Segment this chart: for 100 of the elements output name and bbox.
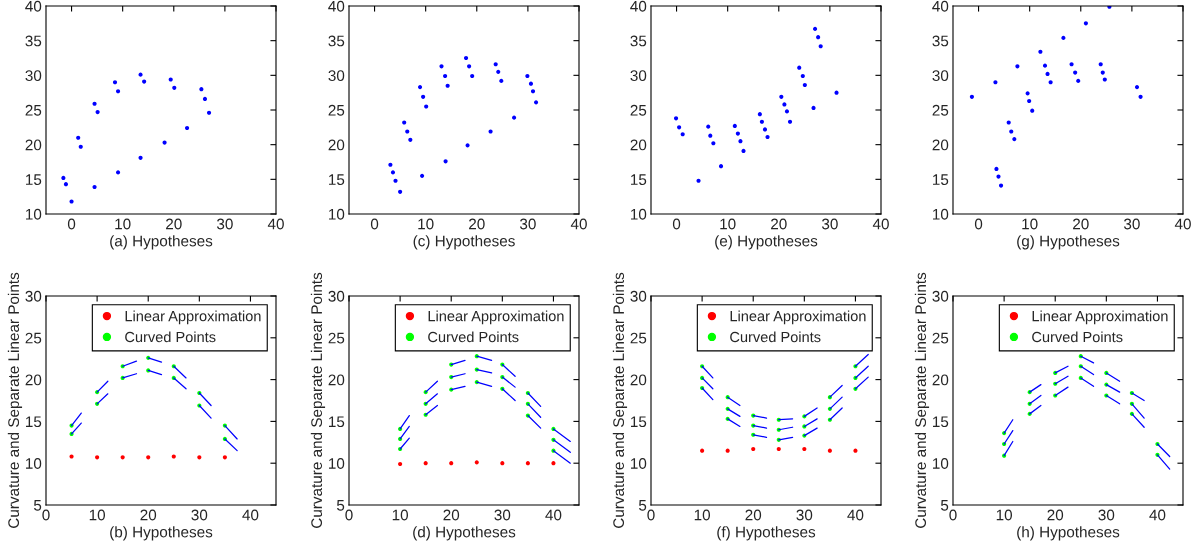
x-axis-title: (g) Hypotheses: [1017, 235, 1120, 250]
point: [92, 184, 97, 190]
x-tick-label: 40: [847, 509, 864, 521]
legend-label: Curved Points: [1032, 331, 1123, 343]
point: [78, 144, 83, 149]
x-tick-label: 30: [494, 509, 511, 521]
x-tick-label: 10: [694, 509, 711, 521]
legend-label: Linear Approximation: [1032, 310, 1168, 325]
point: [402, 120, 407, 125]
legend-label: Curved Points: [730, 331, 821, 343]
point: [1102, 77, 1107, 82]
point: [528, 81, 534, 86]
point: [445, 83, 450, 88]
point: [390, 170, 396, 175]
point: [680, 132, 685, 137]
y-tick-label: 35: [25, 35, 42, 47]
x-tick-label: 30: [216, 218, 233, 230]
point: [61, 175, 66, 181]
x-axis-title: (b) Hypotheses: [110, 526, 213, 541]
point: [765, 134, 770, 140]
point: [470, 73, 475, 79]
point: [1138, 94, 1143, 99]
point: [706, 124, 711, 129]
legend-label: Curved Points: [428, 331, 519, 343]
x-tick-label: 0: [949, 509, 957, 521]
point: [488, 129, 493, 134]
point: [398, 461, 403, 467]
point: [779, 94, 784, 99]
y-axis-title: Curvature and Separate Linear Points: [7, 272, 23, 528]
point: [95, 455, 100, 460]
y-tick-label: 25: [630, 332, 647, 344]
y-tick-label: 5: [33, 500, 42, 511]
point: [1027, 98, 1032, 104]
point: [525, 73, 530, 79]
y-tick-label: 25: [25, 332, 42, 344]
y-tick-label: 35: [328, 35, 345, 47]
y-tick-label: 30: [328, 70, 345, 82]
point: [146, 455, 151, 460]
x-tick-label: 40: [1174, 218, 1191, 230]
x-tick-label: 10: [418, 218, 434, 230]
point: [1083, 21, 1088, 26]
legend-label: Linear Approximation: [730, 310, 866, 325]
x-tick-label: 30: [191, 509, 208, 521]
y-tick-label: 10: [933, 458, 949, 469]
point: [732, 123, 737, 129]
y-tick-label: 40: [932, 0, 949, 12]
point: [1045, 71, 1050, 77]
x-tick-label: 10: [115, 218, 131, 230]
x-tick-label: 10: [89, 509, 106, 521]
point: [421, 94, 426, 99]
point: [816, 35, 821, 40]
point: [525, 461, 530, 466]
x-tick-label: 10: [392, 509, 409, 521]
point: [1134, 85, 1140, 90]
point: [969, 94, 974, 99]
y-tick-label: 25: [932, 332, 949, 344]
point: [818, 44, 823, 49]
point: [759, 119, 764, 124]
x-tick-label: 30: [1123, 218, 1140, 230]
point: [673, 116, 679, 121]
point: [998, 183, 1004, 188]
point: [1030, 108, 1035, 113]
point: [811, 105, 816, 110]
y-tick-label: 15: [329, 416, 345, 428]
point: [787, 119, 793, 124]
x-tick-label: 20: [1073, 218, 1089, 230]
x-tick-label: 10: [1022, 218, 1038, 230]
point: [1061, 35, 1066, 40]
point: [120, 455, 125, 460]
point: [417, 85, 423, 90]
y-tick-label: 25: [25, 104, 42, 116]
y-tick-label: 20: [328, 139, 345, 151]
point: [197, 455, 202, 460]
legend-label: Linear Approximation: [125, 310, 261, 325]
x-axis-title: (f) Hypotheses: [717, 526, 816, 541]
point: [776, 446, 781, 452]
point: [388, 162, 393, 167]
y-tick-label: 5: [336, 500, 345, 511]
point: [1009, 129, 1014, 134]
x-tick-label: 0: [647, 509, 655, 521]
y-tick-label: 30: [630, 70, 647, 82]
point: [115, 170, 121, 175]
x-tick-label: 0: [67, 218, 76, 230]
x-tick-label: 30: [821, 218, 838, 230]
point: [138, 155, 143, 160]
y-tick-label: 25: [328, 104, 345, 116]
point: [741, 148, 746, 153]
y-tick-label: 15: [329, 174, 345, 186]
x-tick-label: 20: [140, 509, 157, 521]
point: [184, 125, 190, 131]
point: [496, 69, 501, 74]
x-tick-label: 10: [720, 218, 736, 230]
x-tick-label: 30: [796, 509, 813, 521]
point: [449, 461, 454, 466]
x-tick-label: 0: [345, 509, 353, 521]
point: [800, 73, 805, 79]
x-tick-label: 20: [1047, 509, 1064, 521]
x-axis-title: (e) Hypotheses: [715, 235, 818, 250]
point: [696, 178, 701, 183]
x-tick-label: 40: [545, 509, 562, 521]
